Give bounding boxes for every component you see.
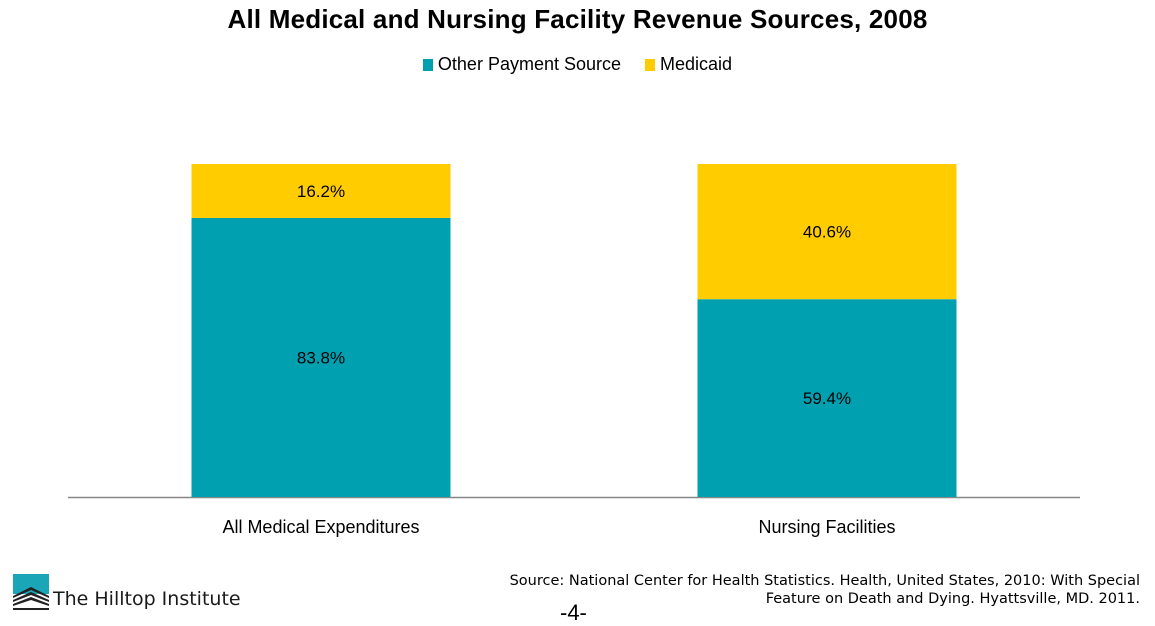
- legend-item-other-payment: Other Payment Source: [422, 54, 622, 75]
- data-label-other-payment-source-1: 59.4%: [803, 389, 851, 408]
- data-label-medicaid-1: 40.6%: [803, 223, 851, 242]
- data-label-medicaid-0: 16.2%: [297, 182, 345, 201]
- bar-other-payment-source-0: [191, 217, 451, 498]
- hilltop-logo-icon: [13, 574, 49, 610]
- hilltop-logo: The Hilltop Institute: [13, 574, 241, 610]
- source-line-2: Feature on Death and Dying. Hyattsville,…: [765, 591, 1140, 607]
- bar-medicaid-0: [191, 164, 451, 218]
- bar-other-payment-source-1: [697, 299, 957, 497]
- legend-label-medicaid: Medicaid: [660, 54, 733, 74]
- legend-item-medicaid: Medicaid: [645, 54, 732, 75]
- data-label-other-payment-source-0: 83.8%: [297, 348, 345, 367]
- source-citation: Source: National Center for Health Stati…: [510, 572, 1140, 608]
- chart-legend: Other Payment Source Medicaid: [0, 54, 1155, 75]
- chart-title: All Medical and Nursing Facility Revenue…: [227, 4, 928, 34]
- legend-label-other-payment: Other Payment Source: [437, 54, 622, 74]
- source-line-1: Source: National Center for Health Stati…: [509, 573, 1140, 589]
- legend-swatch-other-payment: [422, 58, 433, 71]
- hilltop-logo-text: The Hilltop Institute: [53, 588, 241, 610]
- x-tick-label-1: Nursing Facilities: [758, 517, 895, 537]
- x-tick-label-0: All Medical Expenditures: [222, 517, 419, 537]
- legend-swatch-medicaid: [645, 58, 656, 71]
- bar-medicaid-1: [697, 164, 957, 300]
- page-number: -4-: [560, 600, 587, 625]
